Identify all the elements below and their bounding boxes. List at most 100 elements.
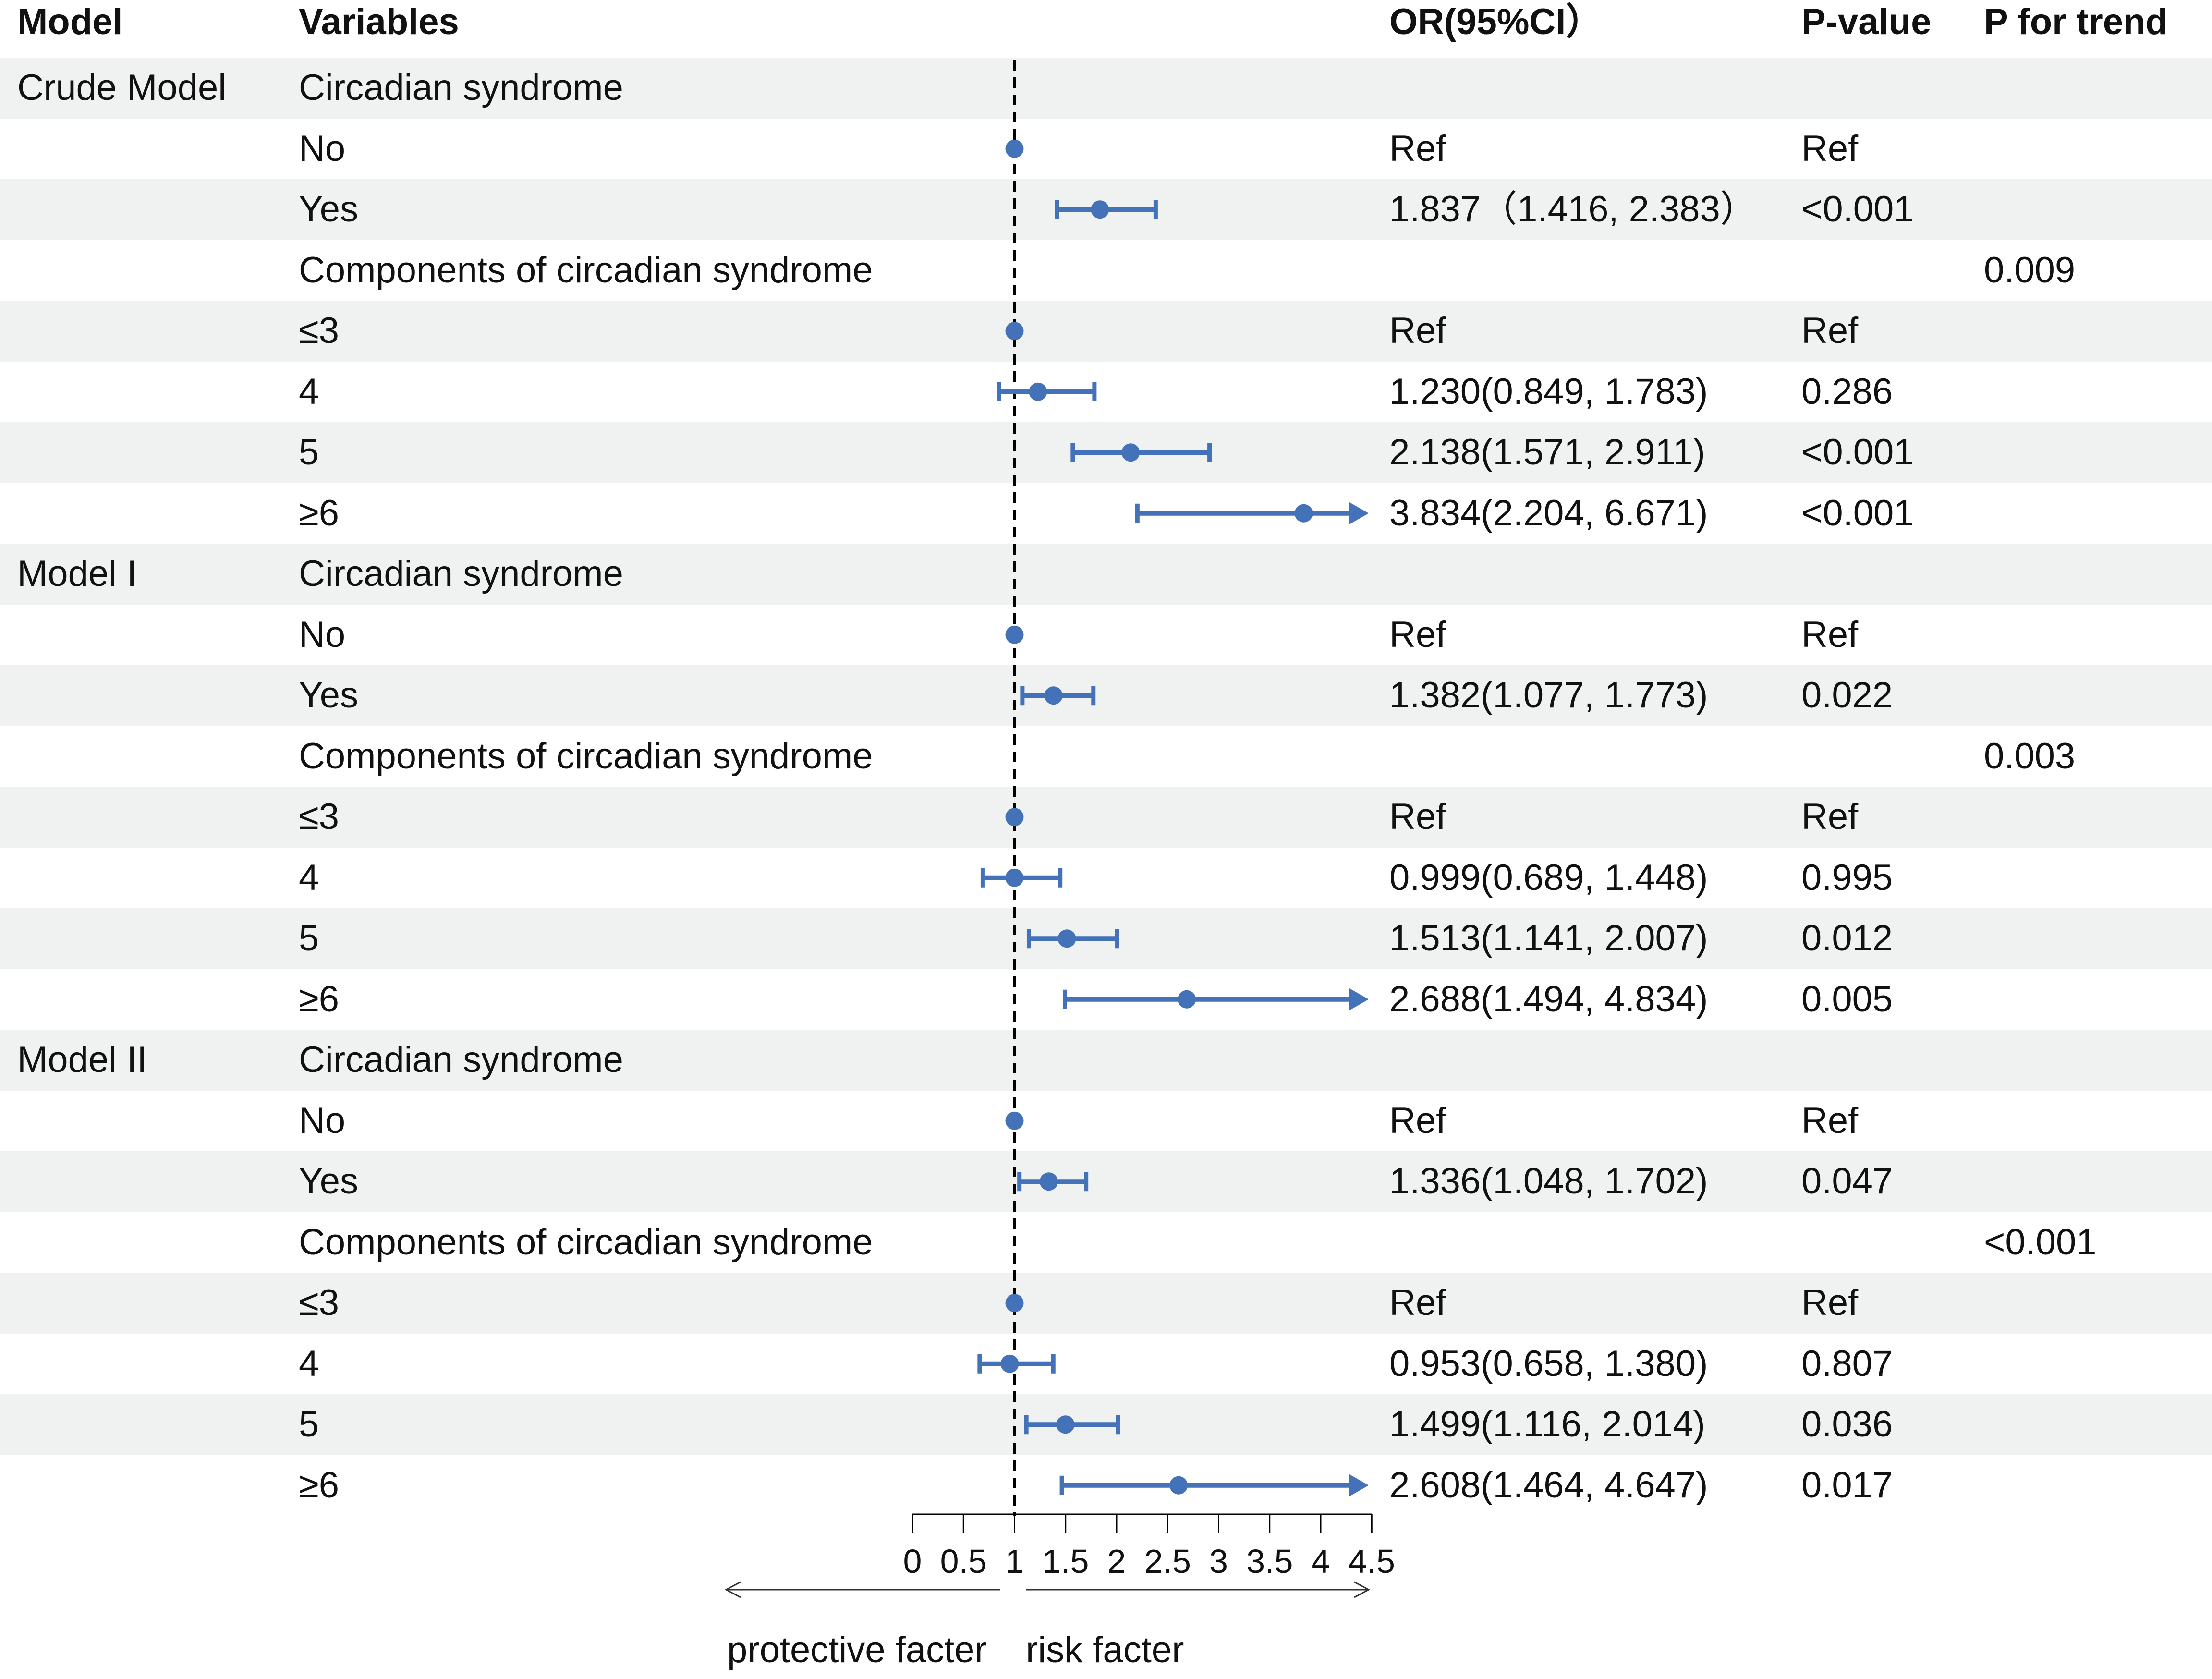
p-value-cell: Ref bbox=[1801, 310, 1859, 351]
p-value-cell: 0.286 bbox=[1801, 371, 1893, 412]
protective-factor-label: protective facter bbox=[727, 1630, 987, 1670]
or-ci-cell: Ref bbox=[1389, 128, 1446, 169]
variable-cell: Circadian syndrome bbox=[299, 1039, 623, 1080]
point-estimate bbox=[1056, 1415, 1075, 1434]
variable-cell: ≤3 bbox=[299, 796, 339, 837]
x-tick-label: 3.5 bbox=[1246, 1543, 1293, 1580]
variable-cell: Yes bbox=[299, 675, 358, 716]
x-tick-label: 1.5 bbox=[1042, 1543, 1089, 1580]
point-estimate bbox=[1169, 1476, 1188, 1495]
p-value-cell: 0.005 bbox=[1801, 978, 1893, 1020]
p-value-cell: 0.047 bbox=[1801, 1161, 1893, 1202]
p-value-cell: Ref bbox=[1801, 614, 1859, 655]
variable-cell: 5 bbox=[299, 432, 319, 473]
variable-cell: Circadian syndrome bbox=[299, 553, 623, 594]
or-ci-cell: Ref bbox=[1389, 614, 1446, 655]
variable-cell: ≤3 bbox=[299, 1282, 339, 1323]
or-ci-cell: 1.513(1.141, 2.007) bbox=[1389, 918, 1708, 959]
or-ci-cell: 3.834(2.204, 6.671) bbox=[1389, 492, 1708, 534]
variable-cell: 5 bbox=[299, 918, 319, 959]
point-estimate bbox=[1005, 139, 1024, 158]
p-value-cell: 0.012 bbox=[1801, 918, 1893, 959]
or-ci-cell: Ref bbox=[1389, 1282, 1446, 1323]
point-estimate bbox=[1000, 1354, 1019, 1373]
p-trend-cell: <0.001 bbox=[1984, 1221, 2097, 1263]
ci-arrowhead bbox=[1349, 501, 1369, 525]
p-value-cell: Ref bbox=[1801, 1100, 1859, 1141]
or-ci-cell: 1.837（1.416, 2.383） bbox=[1389, 189, 1757, 230]
point-estimate bbox=[1039, 1172, 1058, 1191]
x-tick-label: 4 bbox=[1312, 1543, 1330, 1580]
p-value-cell: <0.001 bbox=[1801, 432, 1914, 473]
row-band bbox=[0, 1151, 2212, 1212]
variable-cell: No bbox=[299, 1100, 346, 1141]
p-trend-cell: 0.003 bbox=[1984, 735, 2076, 777]
or-ci-cell: 2.138(1.571, 2.911) bbox=[1389, 432, 1705, 473]
point-estimate bbox=[1057, 929, 1076, 948]
or-ci-cell: 2.608(1.464, 4.647) bbox=[1389, 1464, 1708, 1506]
p-value-cell: Ref bbox=[1801, 128, 1859, 169]
x-tick-label: 3 bbox=[1209, 1543, 1228, 1580]
point-estimate bbox=[1005, 1294, 1024, 1313]
header-variables: Variables bbox=[299, 1, 459, 42]
or-ci-cell: 1.499(1.116, 2.014) bbox=[1389, 1404, 1705, 1445]
x-tick-label: 4.5 bbox=[1349, 1543, 1395, 1580]
or-ci-cell: 0.999(0.689, 1.448) bbox=[1389, 857, 1708, 898]
p-trend-cell: 0.009 bbox=[1984, 249, 2076, 291]
x-tick-label: 2 bbox=[1107, 1543, 1126, 1580]
point-estimate bbox=[1121, 443, 1140, 462]
p-value-cell: 0.017 bbox=[1801, 1464, 1893, 1506]
point-estimate bbox=[1005, 322, 1024, 341]
model-cell: Model I bbox=[17, 553, 137, 594]
protective-arrowhead bbox=[724, 1581, 741, 1598]
or-ci-cell: 1.382(1.077, 1.773) bbox=[1389, 675, 1708, 716]
p-value-cell: 0.022 bbox=[1801, 675, 1893, 716]
variable-cell: Components of circadian syndrome bbox=[299, 1221, 873, 1263]
or-ci-cell: 1.336(1.048, 1.702) bbox=[1389, 1161, 1708, 1202]
variable-cell: Yes bbox=[299, 1161, 358, 1202]
x-tick-label: 2.5 bbox=[1144, 1543, 1191, 1580]
row-band bbox=[0, 1273, 2212, 1334]
variable-cell: Components of circadian syndrome bbox=[299, 735, 873, 777]
variable-cell: Components of circadian syndrome bbox=[299, 249, 873, 291]
point-estimate bbox=[1005, 625, 1024, 644]
p-value-cell: <0.001 bbox=[1801, 492, 1914, 534]
row-band bbox=[0, 544, 2212, 605]
point-estimate bbox=[1091, 200, 1109, 219]
header-p-value: P-value bbox=[1801, 1, 1932, 42]
header-model: Model bbox=[17, 1, 123, 42]
model-cell: Model II bbox=[17, 1039, 147, 1080]
variable-cell: ≥6 bbox=[299, 1464, 339, 1506]
or-ci-cell: Ref bbox=[1389, 1100, 1446, 1141]
x-tick-label: 0.5 bbox=[940, 1543, 987, 1580]
variable-cell: 4 bbox=[299, 857, 319, 898]
x-tick-label: 1 bbox=[1005, 1543, 1024, 1580]
row-band bbox=[0, 665, 2212, 726]
variable-cell: Circadian syndrome bbox=[299, 67, 623, 108]
variable-cell: 4 bbox=[299, 371, 319, 412]
p-value-cell: <0.001 bbox=[1801, 189, 1914, 230]
or-ci-cell: Ref bbox=[1389, 796, 1446, 837]
point-estimate bbox=[1178, 990, 1196, 1009]
variable-cell: Yes bbox=[299, 189, 358, 230]
variable-cell: ≥6 bbox=[299, 492, 339, 534]
or-ci-cell: 0.953(0.658, 1.380) bbox=[1389, 1343, 1708, 1384]
point-estimate bbox=[1005, 868, 1024, 887]
p-value-cell: 0.807 bbox=[1801, 1343, 1893, 1384]
row-band bbox=[0, 787, 2212, 848]
row-band bbox=[0, 1030, 2212, 1091]
risk-arrowhead bbox=[1354, 1581, 1371, 1598]
variable-cell: 5 bbox=[299, 1404, 319, 1445]
row-band bbox=[0, 58, 2212, 119]
header-p-for-trend: P for trend bbox=[1984, 1, 2168, 42]
or-ci-cell: 2.688(1.494, 4.834) bbox=[1389, 978, 1708, 1020]
point-estimate bbox=[1029, 382, 1047, 401]
variable-cell: No bbox=[299, 614, 346, 655]
point-estimate bbox=[1005, 808, 1024, 827]
p-value-cell: Ref bbox=[1801, 796, 1859, 837]
variable-cell: ≤3 bbox=[299, 310, 339, 351]
p-value-cell: 0.036 bbox=[1801, 1404, 1893, 1445]
ci-arrowhead bbox=[1349, 1473, 1369, 1497]
